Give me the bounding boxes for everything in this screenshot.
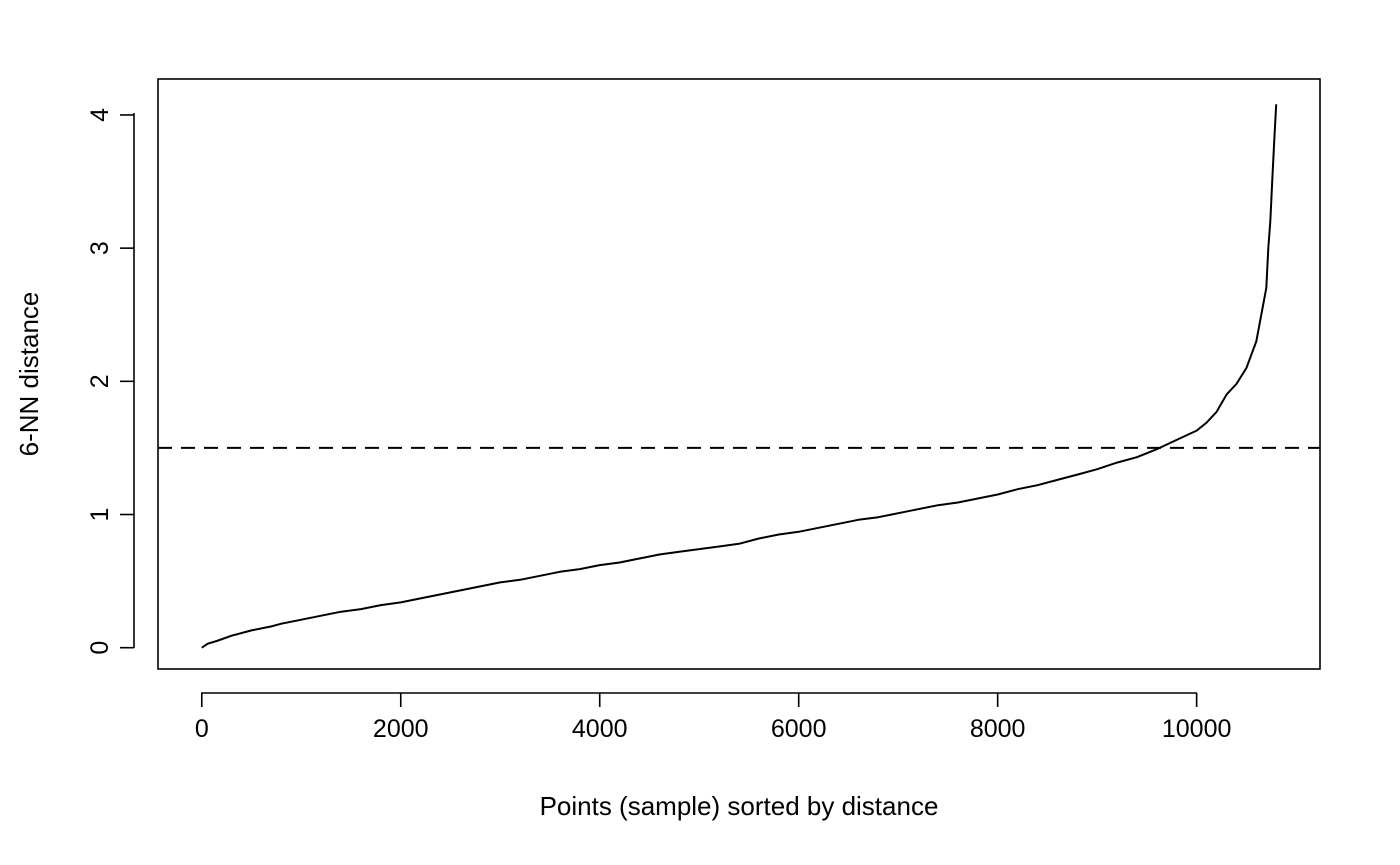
y-tick-label: 4: [86, 108, 114, 122]
y-tick-label: 0: [86, 641, 114, 655]
x-tick-label: 4000: [572, 715, 628, 743]
x-tick-label: 8000: [970, 715, 1026, 743]
y-tick-label: 1: [86, 508, 114, 522]
x-tick-label: 0: [195, 715, 209, 743]
y-tick-label: 3: [86, 241, 114, 255]
x-tick-label: 10000: [1162, 715, 1232, 743]
plot-frame: [157, 78, 1321, 670]
x-axis-label: Points (sample) sorted by distance: [540, 791, 939, 821]
y-axis-label: 6-NN distance: [14, 292, 44, 457]
x-tick-label: 6000: [771, 715, 827, 743]
x-tick-label: 2000: [373, 715, 429, 743]
series-line: [201, 104, 1278, 649]
x-axis-ticks: 0 2000 4000 6000 8000 10000: [195, 693, 1232, 743]
y-tick-label: 2: [86, 374, 114, 388]
y-axis-ticks: 0 1 2 3 4: [86, 108, 134, 655]
